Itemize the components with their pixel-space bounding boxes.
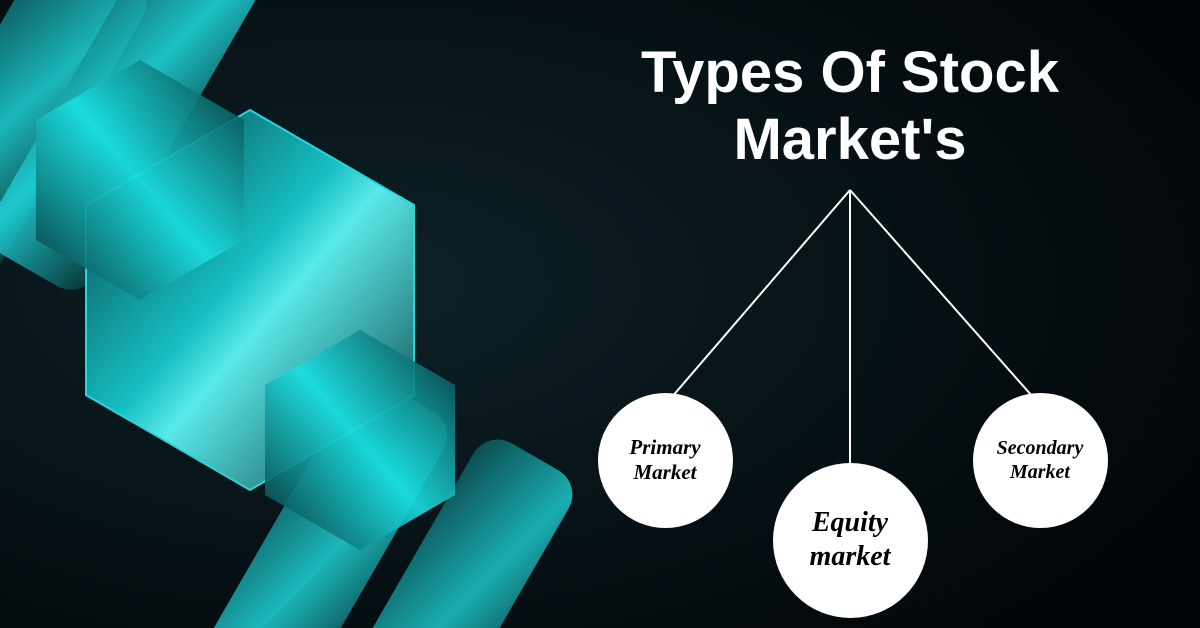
node-secondary-market: Secondary Market xyxy=(973,393,1108,528)
node-equity-label: Equity market xyxy=(810,506,891,573)
node-primary-market: Primary Market xyxy=(598,393,733,528)
main-title: Types Of Stock Market's xyxy=(560,40,1140,173)
infographic-canvas: Types Of Stock Market's Primary Market E… xyxy=(0,0,1200,628)
node-equity-market: Equity market xyxy=(773,463,928,618)
node-secondary-label: Secondary Market xyxy=(997,436,1084,484)
title-line-2: Market's xyxy=(733,107,966,172)
title-line-1: Types Of Stock xyxy=(641,40,1059,105)
node-primary-label: Primary Market xyxy=(629,435,700,485)
